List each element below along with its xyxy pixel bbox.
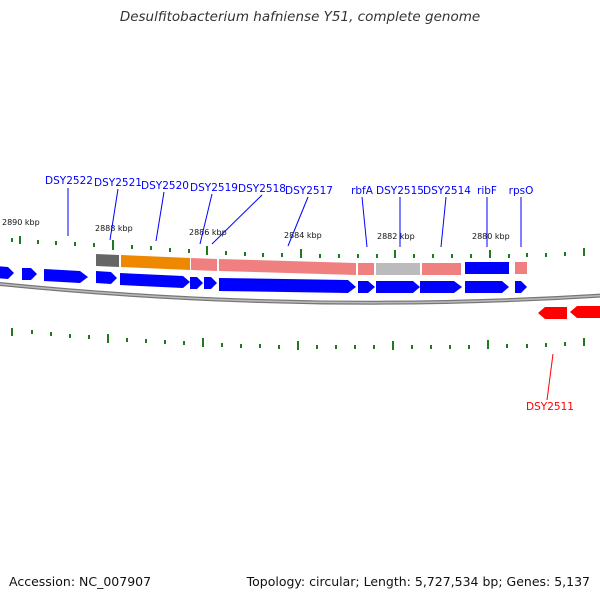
leader-line <box>211 194 263 245</box>
accession-text: Accession: NC_007907 <box>9 574 152 589</box>
scale-label: 2884 kbp <box>284 231 322 240</box>
feature-segment-orange <box>121 255 190 270</box>
forward-genes <box>0 266 527 293</box>
upper-ticks <box>11 236 585 258</box>
feature-segment-gray <box>376 263 420 275</box>
gene-arrow-dsy2514 <box>420 281 462 293</box>
gene-arrow-dsy2522 <box>44 269 88 283</box>
gene-arrow-dsy2515 <box>376 281 420 293</box>
feature-segment-salmon-2 <box>219 259 356 275</box>
scale-label: 2890 kbp <box>2 218 40 227</box>
map-title: Desulfitobacterium hafniense Y51, comple… <box>119 9 481 25</box>
gene-arrow-edge-left <box>0 266 14 279</box>
feature-segment-salmon-5 <box>515 262 527 274</box>
feature-segment-blue <box>465 262 509 274</box>
label-leaders <box>67 188 522 248</box>
gene-label-dsy2522[interactable]: DSY2522 <box>45 175 93 187</box>
gene-label-dsy2515[interactable]: DSY2515 <box>376 185 424 197</box>
scale-label: 2882 kbp <box>377 232 415 241</box>
leader-line <box>199 193 213 245</box>
gene-arrow-small-left <box>22 268 37 280</box>
leader-line <box>361 196 368 248</box>
gene-label-rbfa[interactable]: rbfA <box>351 185 374 197</box>
gene-arrow-dsy2518 <box>204 277 217 289</box>
gene-label-dsy2511[interactable]: DSY2511 <box>526 401 574 413</box>
leader-line <box>155 191 165 242</box>
scale-labels: 2890 kbp 2888 kbp 2886 kbp 2884 kbp 2882… <box>2 218 510 241</box>
gene-arrow-ribf <box>465 281 509 293</box>
gene-label-rpso[interactable]: rpsO <box>509 185 534 197</box>
gene-arrow-dsy2519 <box>190 277 203 289</box>
lower-ticks <box>11 328 585 350</box>
feature-band <box>96 254 527 275</box>
feature-segment-salmon-4 <box>422 263 461 275</box>
gene-arrow-reverse-edge <box>570 306 600 318</box>
feature-segment-salmon-3 <box>358 263 374 275</box>
leader-line <box>109 188 119 241</box>
scale-label: 2888 kbp <box>95 224 133 233</box>
leader-line <box>440 196 447 248</box>
leader-line-reverse <box>546 353 554 401</box>
gene-arrow-dsy2521 <box>96 271 117 284</box>
gene-label-ribf[interactable]: ribF <box>477 185 497 197</box>
genome-backbone-highlight <box>0 283 600 304</box>
gene-label-dsy2521[interactable]: DSY2521 <box>94 177 142 189</box>
feature-segment-salmon-1 <box>191 258 217 271</box>
reverse-genes <box>538 306 600 319</box>
gene-label-dsy2518[interactable]: DSY2518 <box>238 183 286 195</box>
gene-arrow-dsy2517 <box>219 278 356 293</box>
gene-arrow-dsy2520 <box>120 273 190 288</box>
gene-arrow-rbfa <box>358 281 375 293</box>
gene-arrow-dsy2511 <box>538 307 567 319</box>
feature-segment-dark <box>96 254 119 267</box>
leader-line <box>287 196 309 247</box>
scale-label: 2886 kbp <box>189 228 227 237</box>
gene-label-dsy2519[interactable]: DSY2519 <box>190 182 238 194</box>
gene-arrow-rpso <box>515 281 527 293</box>
gene-labels: DSY2522 DSY2521 DSY2520 DSY2519 DSY2518 … <box>45 175 533 197</box>
genome-info-text: Topology: circular; Length: 5,727,534 bp… <box>246 574 590 589</box>
scale-label: 2880 kbp <box>472 232 510 241</box>
gene-label-dsy2520[interactable]: DSY2520 <box>141 180 189 192</box>
gene-label-dsy2517[interactable]: DSY2517 <box>285 185 333 197</box>
gene-label-dsy2514[interactable]: DSY2514 <box>423 185 471 197</box>
